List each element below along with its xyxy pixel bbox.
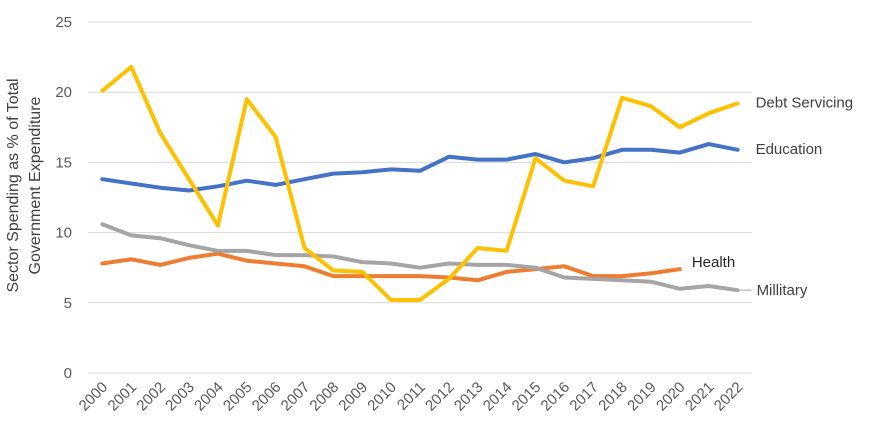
- y-tick-label: 0: [64, 365, 72, 382]
- series-label-millitary: Millitary: [757, 282, 808, 299]
- series-label-debt-servicing: Debt Servicing: [756, 94, 854, 111]
- x-tick-label: 2016: [538, 379, 574, 415]
- y-tick-label: 5: [64, 295, 72, 312]
- y-axis-label-line: Sector Spending as % of Total: [5, 78, 22, 292]
- y-tick-label: 15: [55, 154, 72, 171]
- series-label-education: Education: [756, 141, 823, 158]
- x-tick-label: 2007: [278, 379, 314, 415]
- x-tick-label: 2000: [76, 379, 112, 415]
- x-tick-label: 2004: [191, 379, 227, 415]
- y-axis-label: Sector Spending as % of Total Government …: [5, 78, 44, 292]
- x-tick-label: 2014: [480, 379, 516, 415]
- series-line-education: [100, 142, 740, 193]
- y-axis-label-line: Government Expenditure: [27, 96, 44, 274]
- x-tick-label: 2018: [595, 379, 631, 415]
- x-tick-label: 2005: [220, 379, 256, 415]
- x-tick-label: 2001: [105, 379, 141, 415]
- series-lines: [100, 64, 740, 302]
- y-tick-label: 10: [55, 225, 72, 242]
- x-tick-label: 2012: [422, 379, 458, 415]
- x-tick-label: 2006: [249, 379, 285, 415]
- y-tick-labels: 0 5 10 15 20 25: [55, 14, 72, 382]
- series-labels: Debt Servicing Education Health Millitary: [692, 94, 853, 299]
- series-label-health: Health: [692, 254, 735, 271]
- gridlines: [88, 21, 752, 304]
- x-tick-label: 2013: [451, 379, 487, 415]
- y-tick-label: 20: [55, 84, 72, 101]
- x-tick-label: 2002: [133, 379, 169, 415]
- series-line-health: [100, 251, 682, 283]
- x-tick-label: 2022: [711, 379, 747, 415]
- x-tick-label: 2017: [566, 379, 602, 415]
- x-tick-label: 2008: [307, 379, 343, 415]
- x-tick-label: 2020: [653, 379, 689, 415]
- x-tick-label: 2021: [682, 379, 718, 415]
- x-tick-label: 2019: [624, 379, 660, 415]
- x-tick-label: 2010: [364, 379, 400, 415]
- series-line-millitary: [100, 222, 740, 293]
- x-tick-label: 2009: [335, 379, 371, 415]
- y-tick-label: 25: [55, 14, 72, 31]
- x-tick-labels: 2000200120022003200420052006200720082009…: [76, 379, 747, 415]
- series-line-debt-servicing: [100, 64, 740, 302]
- x-tick-label: 2015: [509, 379, 545, 415]
- x-tick-label: 2011: [394, 379, 429, 414]
- x-tick-label: 2003: [162, 379, 198, 415]
